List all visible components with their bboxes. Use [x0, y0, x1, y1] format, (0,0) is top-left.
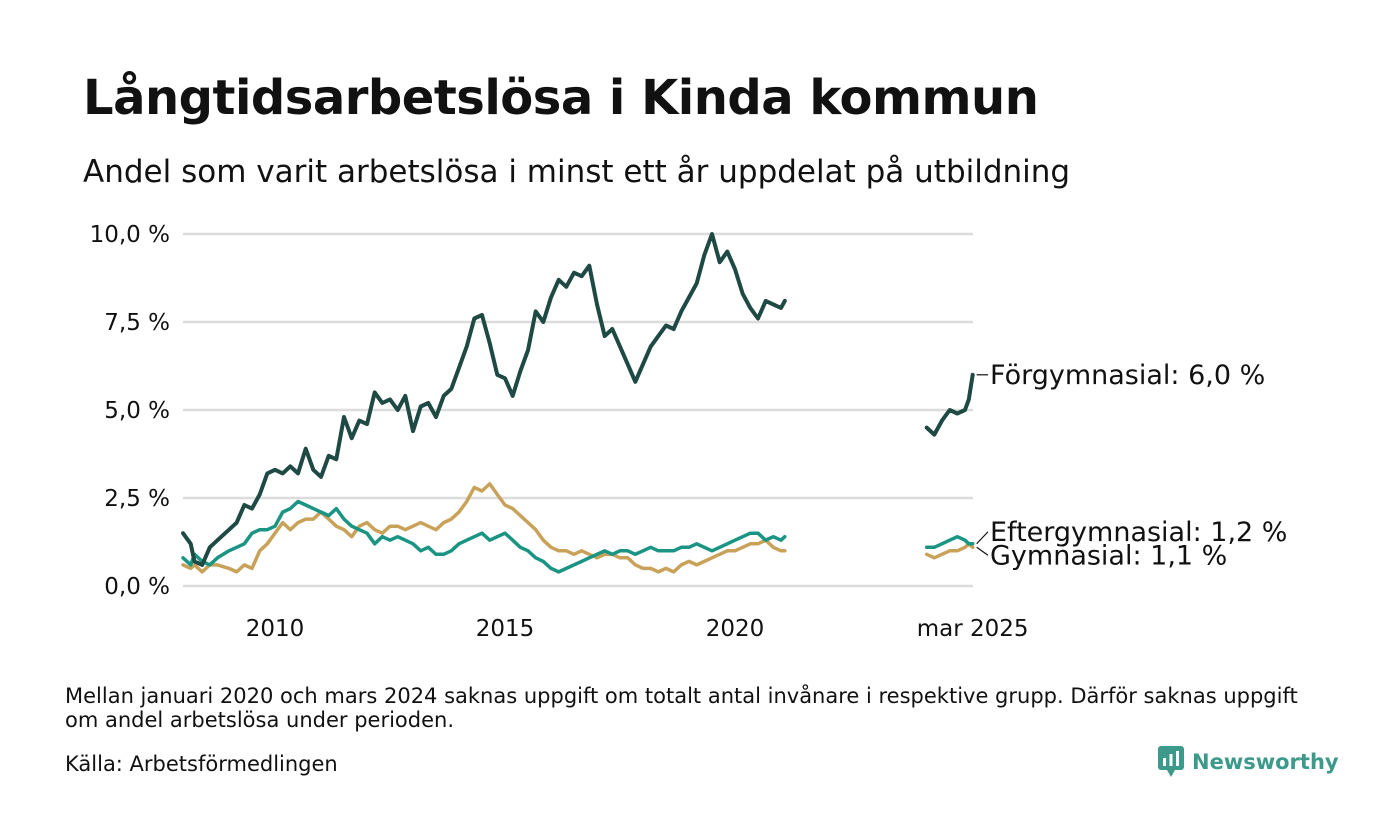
series-label: Eftergymnasial: 1,2 % — [990, 517, 1287, 548]
y-tick-label: 7,5 % — [104, 310, 170, 336]
y-axis-tick-labels: 0,0 % 2,5 % 5,0 % 7,5 % 10,0 % — [90, 222, 170, 600]
x-tick-label: 2020 — [706, 616, 765, 642]
series-end-labels: Förgymnasial: 6,0 % Eftergymnasial: 1,2 %… — [976, 360, 1287, 571]
source-text: Källa: Arbetsförmedlingen — [65, 752, 338, 776]
newsworthy-logo[interactable]: Newsworthy — [1158, 746, 1339, 778]
series-label: Gymnasial: 1,1 % — [990, 540, 1227, 571]
x-tick-label: 2015 — [476, 616, 535, 642]
line-chart: 0,0 % 2,5 % 5,0 % 7,5 % 10,0 % 2010 2015 2020 m… — [90, 222, 1288, 642]
brand-name: Newsworthy — [1192, 750, 1339, 774]
label-connector — [976, 531, 989, 545]
x-tick-label: 2010 — [246, 616, 305, 642]
y-tick-label: 10,0 % — [90, 222, 170, 248]
gridlines — [183, 232, 973, 588]
x-tick-label: mar 2025 — [917, 616, 1029, 642]
chart-subtitle: Andel som varit arbetslösa i minst ett å… — [83, 154, 1071, 190]
label-connector — [976, 546, 989, 556]
y-tick-label: 5,0 % — [104, 398, 170, 424]
x-axis-tick-labels: 2010 2015 2020 mar 2025 — [246, 616, 1029, 642]
series-label: Förgymnasial: 6,0 % — [990, 360, 1265, 391]
series-line-eftergymnasial — [181, 499, 975, 574]
series-line-f-rgymnasial — [181, 232, 975, 567]
footnote: Mellan januari 2020 och mars 2024 saknas… — [65, 684, 1298, 732]
series-lines — [181, 232, 975, 574]
chart-title: Långtidsarbetslösa i Kinda kommun — [83, 70, 1039, 126]
newsworthy-logo-icon — [1158, 746, 1184, 777]
y-tick-label: 0,0 % — [104, 574, 170, 600]
y-tick-label: 2,5 % — [104, 486, 170, 512]
